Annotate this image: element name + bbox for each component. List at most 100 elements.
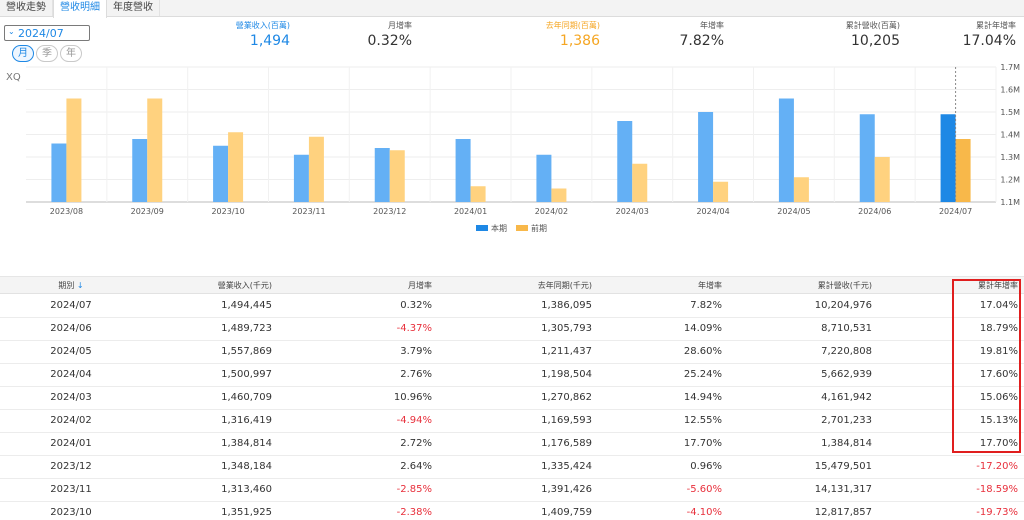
cell-mom: -2.85% <box>396 484 432 495</box>
bar-previous <box>551 188 567 202</box>
tab-revenue-detail[interactable]: 營收明細 <box>53 0 107 18</box>
x-tick-label: 2023/10 <box>211 207 244 216</box>
cell-cumulative: 7,220,808 <box>821 346 872 357</box>
bar-current <box>455 139 471 202</box>
stat-mom-label: 月增率 <box>388 21 412 30</box>
stat-cumulative: 累計營收(百萬) 10,205 <box>780 20 900 49</box>
cell-yoy: 25.24% <box>683 369 722 380</box>
cell-mom: 10.96% <box>393 392 432 403</box>
cell-mom: 2.72% <box>400 438 432 449</box>
x-tick-label: 2023/08 <box>50 207 83 216</box>
bar-current <box>698 112 714 202</box>
y-tick-label: 1.2M <box>1000 176 1020 185</box>
sort-desc-icon: ↓ <box>76 281 84 290</box>
cell-cumulative-yoy: 15.06% <box>979 392 1018 403</box>
period-dropdown[interactable]: ⌄ 2024/07 <box>4 25 90 41</box>
table-row[interactable]: 2024/05 1,557,869 3.79% 1,211,437 28.60%… <box>0 341 1024 364</box>
bar-current <box>374 148 390 202</box>
cell-cumulative-yoy: 17.04% <box>979 300 1018 311</box>
header-cumulative[interactable]: 累計營收(千元) <box>817 281 872 290</box>
table-row[interactable]: 2024/04 1,500,997 2.76% 1,198,504 25.24%… <box>0 364 1024 387</box>
period-mode-toggle: 月 季 年 <box>12 45 82 62</box>
cell-yoy: 14.09% <box>683 323 722 334</box>
header-cumulative-yoy[interactable]: 累計年增率 <box>978 281 1018 290</box>
stat-mom: 月增率 0.32% <box>292 20 412 49</box>
cell-period: 2024/01 <box>50 438 92 449</box>
tab-annual-revenue[interactable]: 年度營收 <box>107 0 160 16</box>
tab-revenue-trend[interactable]: 營收走勢 <box>0 0 53 16</box>
table-row[interactable]: 2023/10 1,351,925 -2.38% 1,409,759 -4.10… <box>0 502 1024 520</box>
cell-mom: -4.37% <box>396 323 432 334</box>
header-yoy[interactable]: 年增率 <box>698 281 722 290</box>
cell-revenue: 1,316,419 <box>221 415 272 426</box>
stat-mom-value: 0.32% <box>367 33 412 49</box>
cell-mom: 0.32% <box>400 300 432 311</box>
cell-mom: -2.38% <box>396 507 432 518</box>
table-row[interactable]: 2024/06 1,489,723 -4.37% 1,305,793 14.09… <box>0 318 1024 341</box>
header-mom[interactable]: 月增率 <box>408 281 432 290</box>
stat-last-year-label: 去年同期(百萬) <box>545 21 600 30</box>
x-tick-label: 2023/11 <box>292 207 325 216</box>
cell-yoy: 7.82% <box>690 300 722 311</box>
mode-month-button[interactable]: 月 <box>12 45 34 62</box>
header-revenue[interactable]: 營業收入(千元) <box>217 281 272 290</box>
bar-current <box>617 121 633 202</box>
header-period[interactable]: 期別 ↓ <box>30 277 112 294</box>
y-tick-label: 1.7M <box>1000 63 1020 72</box>
y-tick-label: 1.4M <box>1000 131 1020 140</box>
cell-revenue: 1,460,709 <box>221 392 272 403</box>
table-row[interactable]: 2024/07 1,494,445 0.32% 1,386,095 7.82% … <box>0 295 1024 318</box>
cell-last-year: 1,391,426 <box>541 484 592 495</box>
cell-mom: 2.64% <box>400 461 432 472</box>
cell-last-year: 1,386,095 <box>541 300 592 311</box>
cell-yoy: 14.94% <box>683 392 722 403</box>
cell-cumulative-yoy: -19.73% <box>976 507 1018 518</box>
mode-year-button[interactable]: 年 <box>60 45 82 62</box>
cell-cumulative-yoy: -18.59% <box>976 484 1018 495</box>
cell-period: 2024/07 <box>50 300 92 311</box>
cell-revenue: 1,384,814 <box>221 438 272 449</box>
cell-cumulative: 2,701,233 <box>821 415 872 426</box>
cell-cumulative-yoy: 17.70% <box>979 438 1018 449</box>
bar-current <box>213 145 229 202</box>
cell-period: 2023/12 <box>50 461 92 472</box>
cell-yoy: 17.70% <box>683 438 722 449</box>
bar-previous <box>632 163 648 202</box>
table-row[interactable]: 2024/01 1,384,814 2.72% 1,176,589 17.70%… <box>0 433 1024 456</box>
mode-quarter-button[interactable]: 季 <box>36 45 58 62</box>
bar-current <box>859 114 875 202</box>
stat-revenue-label: 營業收入(百萬) <box>235 21 290 30</box>
table-row[interactable]: 2024/02 1,316,419 -4.94% 1,169,593 12.55… <box>0 410 1024 433</box>
cell-mom: 2.76% <box>400 369 432 380</box>
x-tick-label: 2024/05 <box>777 207 810 216</box>
legend-label: 前期 <box>531 223 547 233</box>
cell-revenue: 1,348,184 <box>221 461 272 472</box>
bar-current <box>293 154 309 202</box>
cell-yoy: 28.60% <box>683 346 722 357</box>
cell-revenue: 1,557,869 <box>221 346 272 357</box>
bar-previous <box>228 132 244 202</box>
table-row[interactable]: 2023/12 1,348,184 2.64% 1,335,424 0.96% … <box>0 456 1024 479</box>
cell-cumulative-yoy: 19.81% <box>979 346 1018 357</box>
header-last-year[interactable]: 去年同期(千元) <box>537 281 592 290</box>
table-row[interactable]: 2024/03 1,460,709 10.96% 1,270,862 14.94… <box>0 387 1024 410</box>
cell-last-year: 1,270,862 <box>541 392 592 403</box>
cell-yoy: -5.60% <box>686 484 722 495</box>
x-tick-label: 2024/07 <box>939 207 972 216</box>
x-tick-label: 2023/09 <box>131 207 164 216</box>
cell-yoy: -4.10% <box>686 507 722 518</box>
cell-revenue: 1,489,723 <box>221 323 272 334</box>
cell-cumulative: 5,662,939 <box>821 369 872 380</box>
cell-period: 2024/03 <box>50 392 92 403</box>
cell-cumulative-yoy: 15.13% <box>979 415 1018 426</box>
cell-period: 2024/06 <box>50 323 92 334</box>
cell-revenue: 1,494,445 <box>221 300 272 311</box>
cell-yoy: 0.96% <box>690 461 722 472</box>
bar-previous <box>793 177 809 202</box>
legend-swatch <box>476 225 488 231</box>
stat-cumulative-label: 累計營收(百萬) <box>845 21 900 30</box>
cell-last-year: 1,198,504 <box>541 369 592 380</box>
stat-last-year: 去年同期(百萬) 1,386 <box>480 20 600 49</box>
table-row[interactable]: 2023/11 1,313,460 -2.85% 1,391,426 -5.60… <box>0 479 1024 502</box>
